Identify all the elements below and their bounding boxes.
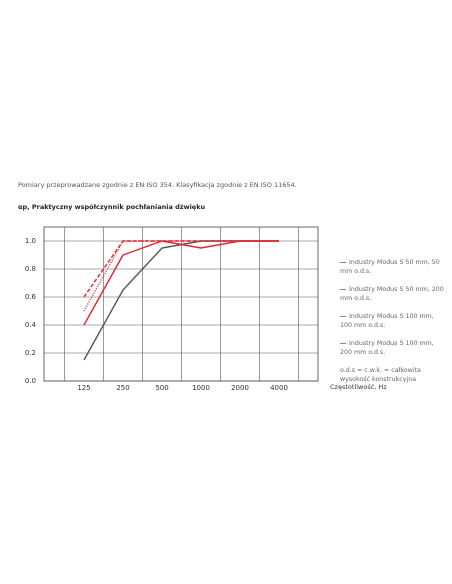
x-tick-label: 1000 xyxy=(192,384,210,392)
legend-entry: Industry Modus S 100 mm, 100 mm o.d.s. xyxy=(340,312,446,330)
series-line xyxy=(83,240,279,326)
y-axis-title: αp, Praktyczny współczynnik pochłaniania… xyxy=(18,203,206,211)
y-tick-label: 0.2 xyxy=(25,349,36,357)
y-tick-label: 1.0 xyxy=(25,237,36,245)
legend-entry: Industry Modus S 100 mm, 200 mm o.d.s. xyxy=(340,339,446,357)
intro-text: Pomiary przeprowadzane zgodnie z EN ISO … xyxy=(18,181,297,189)
y-tick-label: 0.8 xyxy=(25,265,36,273)
legend-entry: Industry Modus S 50 mm, 200 mm o.d.s. xyxy=(340,285,446,303)
x-tick-label: 125 xyxy=(77,384,90,392)
legend-entry: Industry Modus S 50 mm, 50 mm o.d.s. xyxy=(340,258,446,276)
series-line xyxy=(83,240,279,298)
y-tick-label: 0.4 xyxy=(25,321,37,329)
x-tick-label: 4000 xyxy=(270,384,288,392)
x-tick-label: 250 xyxy=(116,384,129,392)
x-axis-title: Częstotliwość, Hz xyxy=(330,383,387,391)
y-tick-label: 0.6 xyxy=(25,293,37,301)
y-tick-label: 0.0 xyxy=(25,377,36,385)
x-tick-label: 2000 xyxy=(231,384,249,392)
note: o.d.s = c.w.k. = całkowita wysokość kons… xyxy=(340,367,421,383)
legend: Industry Modus S 50 mm, 50 mm o.d.s. Indu… xyxy=(340,258,446,384)
x-tick-label: 500 xyxy=(155,384,168,392)
